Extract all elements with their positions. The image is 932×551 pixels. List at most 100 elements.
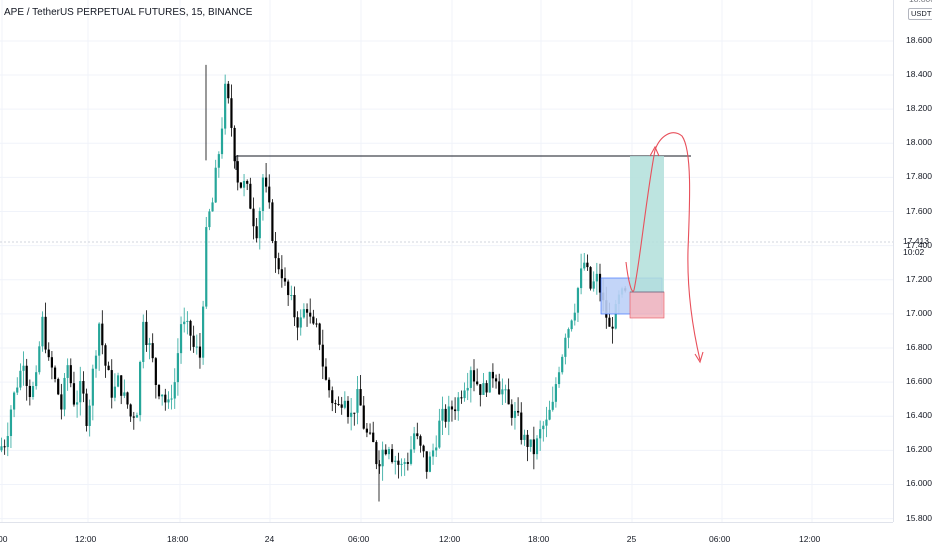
candle-body-down bbox=[154, 358, 157, 385]
candle-body-up bbox=[176, 353, 179, 383]
price-tick-label: 17.600 bbox=[906, 205, 932, 216]
candle-body-up bbox=[614, 303, 617, 329]
candle-body-down bbox=[331, 390, 334, 404]
candle-body-up bbox=[63, 377, 66, 410]
candle-body-down bbox=[397, 460, 400, 465]
candle-body-down bbox=[44, 316, 47, 350]
candle-body-down bbox=[230, 98, 233, 128]
candle-body-up bbox=[463, 390, 466, 399]
candle-body-up bbox=[290, 295, 293, 297]
candle-body-up bbox=[258, 210, 261, 239]
time-tick-label: 24 bbox=[264, 534, 275, 544]
candle-body-up bbox=[403, 462, 406, 464]
candle-body-down bbox=[246, 180, 249, 184]
candle-body-up bbox=[242, 180, 246, 188]
candle-body-up bbox=[91, 368, 94, 406]
candle-body-down bbox=[494, 378, 498, 382]
time-tick-label: 18:00 bbox=[528, 534, 550, 544]
candle-body-up bbox=[435, 447, 438, 451]
candle-body-up bbox=[38, 346, 41, 373]
candle-body-down bbox=[517, 410, 520, 413]
candle-body-up bbox=[523, 434, 526, 440]
candle-body-up bbox=[343, 400, 346, 408]
last-price-tag: 17.413 10:02 bbox=[903, 236, 929, 258]
candle-body-down bbox=[157, 384, 161, 397]
candle-body-up bbox=[6, 436, 9, 448]
candle-body-up bbox=[564, 337, 567, 357]
candle-body-down bbox=[520, 412, 523, 440]
stop-zone[interactable] bbox=[629, 291, 665, 319]
candle-body-down bbox=[485, 383, 488, 393]
candle-body-up bbox=[142, 321, 145, 362]
candle-body-up bbox=[387, 449, 391, 455]
candle-body-up bbox=[595, 273, 598, 282]
time-tick-label: 12:00 bbox=[799, 534, 821, 544]
candle-body-up bbox=[413, 433, 416, 450]
time-tick-label: 00 bbox=[0, 534, 8, 544]
candle-body-up bbox=[356, 389, 359, 413]
candle-body-up bbox=[466, 387, 469, 391]
candle-body-down bbox=[120, 375, 123, 396]
candle-body-down bbox=[372, 432, 375, 443]
candle-body-up bbox=[16, 387, 19, 393]
candle-body-up bbox=[41, 316, 44, 347]
candle-body-down bbox=[510, 404, 513, 418]
candle-body-down bbox=[346, 400, 350, 417]
candle-body-down bbox=[3, 446, 6, 448]
candle-body-up bbox=[186, 320, 189, 322]
candle-body-up bbox=[350, 412, 353, 417]
price-tick-label-clipped: 18.800 bbox=[909, 0, 932, 4]
candle-body-up bbox=[539, 429, 542, 439]
candle-body-up bbox=[94, 355, 98, 369]
candle-body-down bbox=[598, 273, 602, 293]
candle-body-down bbox=[293, 295, 296, 318]
candlestick-chart[interactable] bbox=[0, 0, 893, 522]
candle-body-down bbox=[151, 343, 154, 359]
countdown-value: 10:02 bbox=[903, 247, 925, 257]
candle-body-down bbox=[425, 451, 428, 472]
price-tick-label: 18.000 bbox=[906, 137, 932, 148]
price-axis[interactable]: 18.600 18.400 18.200 18.000 17.800 17.600 17.4… bbox=[893, 0, 932, 523]
candle-body-down bbox=[277, 258, 280, 270]
price-tick-label: 18.400 bbox=[906, 69, 932, 80]
currency-badge[interactable]: USDT bbox=[908, 8, 932, 20]
time-tick-label: 06:00 bbox=[348, 534, 370, 544]
candle-body-up bbox=[195, 346, 198, 348]
candle-body-down bbox=[101, 323, 104, 346]
candle-body-up bbox=[35, 372, 38, 387]
candle-body-down bbox=[507, 389, 510, 405]
candle-body-up bbox=[299, 317, 302, 328]
candle-body-up bbox=[167, 399, 170, 403]
price-tick-label: 16.600 bbox=[906, 376, 932, 387]
candle-body-up bbox=[211, 202, 214, 212]
candle-body-down bbox=[107, 365, 110, 371]
candle-body-up bbox=[457, 397, 460, 412]
grid bbox=[0, 0, 893, 522]
candle-body-up bbox=[123, 392, 126, 396]
candle-body-down bbox=[132, 416, 135, 418]
candle-body-down bbox=[126, 392, 129, 405]
price-tick-label: 15.800 bbox=[906, 512, 932, 523]
candle-body-down bbox=[129, 404, 132, 417]
candle-body-down bbox=[368, 432, 372, 434]
candle-body-down bbox=[60, 394, 63, 410]
chart-area[interactable]: APE / TetherUS PERPETUAL FUTURES, 15, BI… bbox=[0, 0, 893, 522]
candle-body-down bbox=[50, 357, 53, 368]
candle-body-up bbox=[561, 356, 564, 373]
candle-body-up bbox=[542, 425, 545, 430]
candle-body-up bbox=[19, 370, 22, 388]
candle-body-up bbox=[441, 408, 444, 421]
candle-body-up bbox=[302, 309, 305, 318]
drawn-arrow-path[interactable] bbox=[625, 132, 701, 361]
candle-body-up bbox=[208, 211, 211, 228]
candle-body-down bbox=[287, 281, 290, 296]
candle-body-up bbox=[580, 268, 583, 289]
candle-body-down bbox=[422, 445, 425, 452]
target-zone[interactable] bbox=[630, 156, 664, 292]
candle-body-down bbox=[378, 464, 381, 467]
candle-body-up bbox=[431, 450, 435, 457]
time-axis[interactable]: 00 12:00 18:00 24 06:00 12:00 18:00 25 06:00 12:0… bbox=[0, 522, 893, 551]
candle-body-down bbox=[236, 161, 239, 183]
candle-body-down bbox=[110, 370, 113, 398]
candle-body-down bbox=[479, 384, 482, 395]
